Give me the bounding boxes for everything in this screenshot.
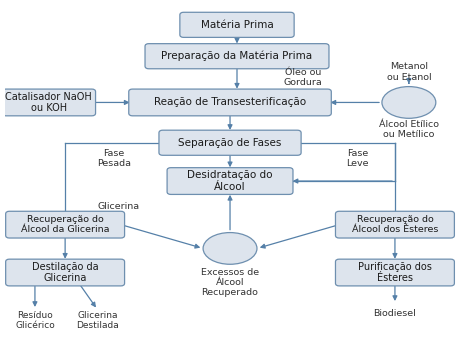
Text: Reação de Transesterificação: Reação de Transesterificação xyxy=(154,97,306,108)
Text: Álcool Etílico
ou Metílico: Álcool Etílico ou Metílico xyxy=(379,120,439,139)
Text: Glicerina: Glicerina xyxy=(98,202,140,211)
Text: Separação de Fases: Separação de Fases xyxy=(178,138,282,148)
Text: Desidratação do
Álcool: Desidratação do Álcool xyxy=(187,170,273,192)
FancyBboxPatch shape xyxy=(6,211,125,238)
Text: Recuperação do
Álcool dos Ésteres: Recuperação do Álcool dos Ésteres xyxy=(352,215,438,234)
Ellipse shape xyxy=(382,87,436,118)
FancyBboxPatch shape xyxy=(145,44,329,69)
Text: Matéria Prima: Matéria Prima xyxy=(201,20,273,30)
FancyBboxPatch shape xyxy=(129,89,331,116)
FancyBboxPatch shape xyxy=(6,259,125,286)
FancyBboxPatch shape xyxy=(336,259,455,286)
Text: Óleo ou
Gordura: Óleo ou Gordura xyxy=(283,68,322,87)
Text: Biodiesel: Biodiesel xyxy=(374,309,416,318)
Text: Glicerina
Destilada: Glicerina Destilada xyxy=(76,311,119,330)
Text: Destilação da
Glicerina: Destilação da Glicerina xyxy=(32,262,99,283)
FancyBboxPatch shape xyxy=(336,211,455,238)
Text: Preparação da Matéria Prima: Preparação da Matéria Prima xyxy=(162,51,312,61)
FancyBboxPatch shape xyxy=(180,12,294,37)
Text: Catalisador NaOH
ou KOH: Catalisador NaOH ou KOH xyxy=(6,92,92,113)
Ellipse shape xyxy=(203,233,257,264)
Text: Purificação dos
Ésteres: Purificação dos Ésteres xyxy=(358,262,432,283)
Text: Excessos de
Álcool
Recuperado: Excessos de Álcool Recuperado xyxy=(201,268,259,297)
Text: Fase
Leve: Fase Leve xyxy=(346,149,369,168)
Text: Resíduo
Glicérico: Resíduo Glicérico xyxy=(15,311,55,330)
Text: Metanol
ou Etanol: Metanol ou Etanol xyxy=(387,62,431,82)
FancyBboxPatch shape xyxy=(159,130,301,155)
Text: Recuperação do
Álcool da Glicerina: Recuperação do Álcool da Glicerina xyxy=(21,215,109,234)
FancyBboxPatch shape xyxy=(167,168,293,194)
Text: Fase
Pesada: Fase Pesada xyxy=(97,149,131,168)
FancyBboxPatch shape xyxy=(2,89,96,116)
